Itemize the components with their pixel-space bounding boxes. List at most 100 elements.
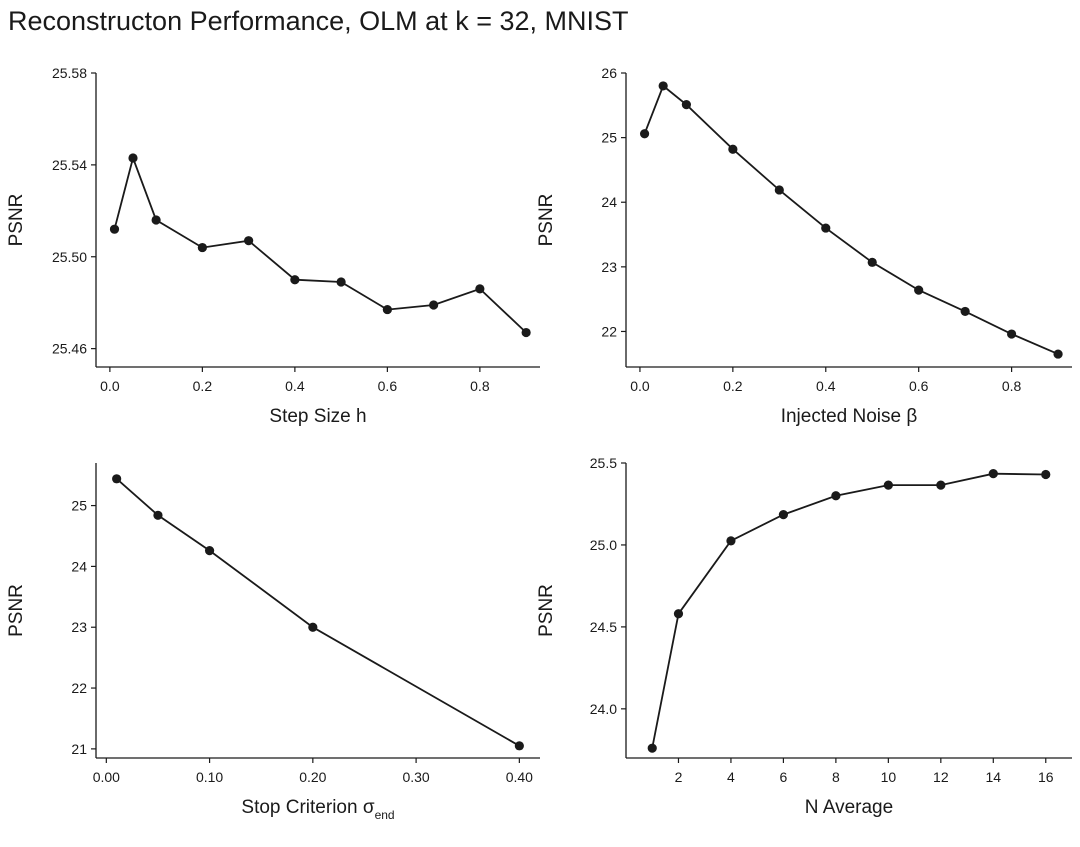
data-point	[244, 236, 254, 246]
x-tick-label: 0.4	[285, 378, 305, 394]
data-point	[308, 622, 318, 632]
data-point	[153, 510, 163, 520]
x-tick-label: 0.40	[506, 769, 533, 785]
data-point	[936, 480, 946, 490]
data-point	[151, 215, 161, 225]
y-tick-label: 25	[601, 130, 617, 146]
y-tick-label: 23	[601, 259, 617, 275]
data-point	[429, 300, 439, 310]
data-point	[914, 285, 924, 295]
x-axis-label: Stop Criterion σend	[241, 797, 394, 822]
x-axis-label-text: Step Size h	[269, 406, 366, 427]
data-point	[774, 185, 784, 195]
x-tick-label: 0.00	[93, 769, 120, 785]
x-tick-label: 10	[881, 769, 897, 785]
y-tick-label: 24.5	[590, 619, 617, 635]
data-point	[658, 81, 668, 91]
x-tick-label: 0.4	[816, 378, 836, 394]
data-point	[883, 480, 893, 490]
data-point	[336, 277, 346, 287]
figure-title: Reconstructon Performance, OLM at k = 32…	[8, 6, 629, 36]
y-tick-label: 25	[71, 498, 87, 514]
data-point	[204, 545, 215, 556]
x-tick-label: 0.20	[299, 769, 326, 785]
y-tick-label: 25.5	[590, 455, 617, 471]
panel-4: 24.0 24.5 25.0 25.5 2 4 6 8 10 12 14 16 N Average PSN…	[536, 455, 1072, 818]
data-point	[778, 510, 789, 520]
data-point	[128, 153, 138, 163]
panel-1: 25.46 25.50 25.54 25.58 0.0 0.2 0.4 0.6 0.8 Step …	[6, 65, 540, 427]
y-tick-label: 25.54	[52, 157, 87, 173]
x-tick-label: 0.0	[630, 378, 650, 394]
data-point	[639, 129, 650, 139]
x-tick-label: 6	[780, 769, 788, 785]
series-line	[651, 472, 1046, 749]
x-axis-label: Step Size h	[269, 406, 366, 427]
y-tick-label: 24	[601, 194, 617, 210]
data-point	[681, 100, 691, 110]
data-point	[109, 224, 120, 234]
x-tick-label: 0.6	[378, 378, 398, 394]
y-tick-label: 24.0	[590, 701, 617, 717]
x-tick-label: 0.10	[196, 769, 223, 785]
x-tick-label: 0.2	[723, 378, 743, 394]
panel-3: 21 22 23 24 25 0.00 0.10 0.20 0.30 0.40 Stop Crite…	[6, 463, 540, 822]
y-tick-label: 25.0	[590, 537, 617, 553]
y-tick-label: 25.58	[52, 65, 87, 81]
x-tick-label: 12	[933, 769, 949, 785]
x-tick-label: 0.6	[909, 378, 929, 394]
panel-2: 22 23 24 25 26 0.0 0.2 0.4 0.6 0.8 Injected Noise …	[536, 65, 1072, 427]
data-point	[1007, 329, 1017, 339]
x-axis-label-text: Injected Noise β	[781, 406, 918, 427]
x-tick-label: 14	[986, 769, 1002, 785]
data-point	[728, 144, 738, 154]
y-tick-label: 25.46	[52, 341, 87, 357]
data-point	[197, 242, 207, 253]
x-tick-label: 8	[832, 769, 840, 785]
series-line	[113, 155, 527, 334]
x-axis-label-text: N Average	[805, 797, 893, 818]
data-point	[960, 306, 970, 317]
data-point	[831, 491, 841, 501]
x-tick-label: 0.0	[100, 378, 120, 394]
data-point	[647, 743, 657, 753]
data-point	[521, 327, 531, 338]
y-tick-label: 25.50	[52, 249, 87, 265]
x-axis-label: N Average	[805, 797, 893, 818]
data-point	[821, 223, 831, 233]
x-tick-label: 2	[675, 769, 683, 785]
x-tick-label: 0.30	[402, 769, 429, 785]
data-point	[1041, 469, 1051, 480]
data-point	[112, 474, 122, 484]
data-point	[475, 284, 485, 294]
data-point	[1053, 349, 1063, 359]
series-line	[116, 478, 520, 747]
y-tick-label: 26	[601, 65, 617, 81]
series-line	[643, 84, 1059, 355]
x-axis-label: Injected Noise β	[781, 406, 918, 427]
data-point	[290, 275, 300, 285]
y-axis-label: PSNR	[536, 194, 557, 247]
data-point	[673, 609, 684, 619]
x-axis-label-text: Stop Criterion σ	[241, 797, 374, 818]
x-tick-label: 0.8	[1002, 378, 1022, 394]
data-point	[726, 536, 736, 546]
x-axis-label-subscript: end	[375, 808, 395, 822]
data-point	[867, 257, 877, 267]
y-axis-label: PSNR	[6, 584, 27, 637]
y-tick-label: 24	[71, 558, 87, 574]
y-tick-label: 22	[601, 323, 617, 339]
data-point	[382, 304, 392, 315]
x-tick-label: 0.2	[193, 378, 213, 394]
x-tick-label: 4	[727, 769, 735, 785]
data-point	[514, 741, 524, 751]
y-axis-label: PSNR	[6, 194, 27, 247]
x-tick-label: 0.8	[470, 378, 490, 394]
data-point	[988, 469, 998, 479]
y-axis-label: PSNR	[536, 584, 557, 637]
y-tick-label: 21	[71, 741, 87, 757]
x-tick-label: 16	[1038, 769, 1054, 785]
y-tick-label: 23	[71, 619, 87, 635]
y-tick-label: 22	[71, 680, 87, 696]
